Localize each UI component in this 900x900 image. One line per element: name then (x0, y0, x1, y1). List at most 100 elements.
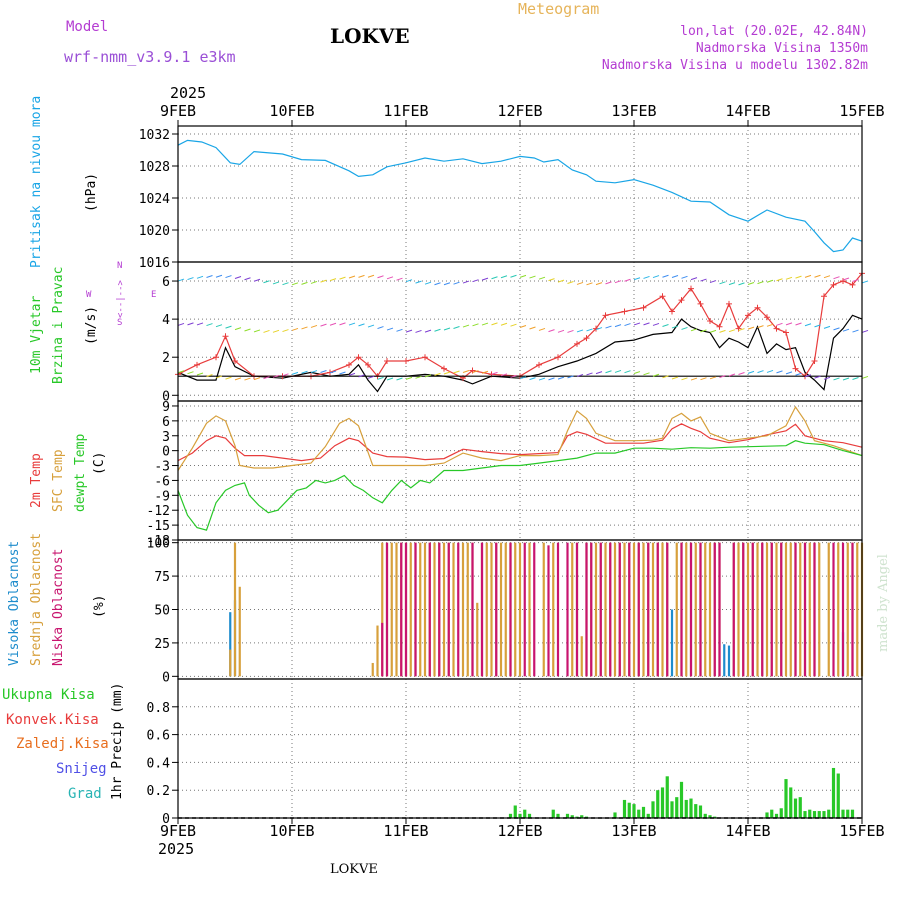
bar-srednja-oblacnost (452, 542, 455, 677)
wind-arrow (567, 329, 574, 333)
wind-arrow (320, 323, 327, 327)
wind-arrow (766, 323, 774, 327)
y-tick-label: 1024 (139, 192, 170, 207)
wind-arrow (785, 276, 793, 280)
bar-ukupna-kisa (708, 815, 712, 818)
bar-niska-oblacnost (590, 542, 593, 677)
wind-arrow (662, 274, 669, 278)
bar-ukupna-kisa (713, 816, 717, 818)
wind-arrow (196, 372, 204, 376)
wind-arrow (633, 371, 641, 375)
gust-marker (602, 312, 609, 319)
bar-ukupna-kisa (817, 811, 821, 818)
x-tick-label-top: 9FEB (160, 102, 196, 120)
bar-niska-oblacnost (713, 542, 716, 677)
bar-niska-oblacnost (457, 542, 460, 677)
wind-arrow (206, 373, 213, 377)
gust-marker (346, 361, 352, 368)
y-tick-label: 0 (162, 670, 170, 685)
y-tick-label: 1016 (139, 256, 170, 271)
wind-arrow (681, 377, 688, 381)
wind-arrow (652, 373, 660, 377)
wind-arrow (396, 328, 403, 332)
bar-ukupna-kisa (846, 809, 850, 818)
wind-arrow (557, 376, 565, 380)
bar-srednja-oblacnost (419, 542, 422, 677)
wind-arrow (643, 372, 650, 376)
wind-arrow (576, 281, 584, 285)
wind-arrow (234, 377, 242, 381)
wind-arrow (301, 326, 308, 330)
wind-arrow (320, 279, 327, 283)
y-tick-label: 0 (162, 445, 170, 460)
wind-arrow (491, 371, 498, 375)
bar-ukupna-kisa (831, 767, 836, 818)
wind-arrow (804, 323, 812, 327)
gust-marker (678, 297, 685, 304)
series-pritisak-na-nivou-mora (177, 139, 863, 253)
wind-arrow (424, 329, 432, 333)
wind-arrow (348, 322, 356, 326)
wind-arrow (776, 370, 783, 374)
bar-srednja-oblacnost (799, 542, 802, 677)
y-tick-label: 6 (162, 415, 170, 430)
wind-arrow (842, 277, 850, 281)
bar-srednja-oblacnost (552, 542, 555, 677)
wind-arrow (244, 377, 251, 381)
bar-ukupna-kisa (679, 781, 684, 818)
gust-marker (783, 329, 789, 336)
bar-srednja-oblacnost (371, 662, 374, 677)
y-tick-label: 0 (162, 812, 170, 827)
wind-arrow (348, 275, 356, 279)
bar-ukupna-kisa (774, 813, 779, 818)
wind-arrow (405, 376, 413, 380)
wind-arrow (738, 282, 745, 286)
y-tick-label: 6 (162, 275, 170, 290)
bar-niska-oblacnost (495, 542, 498, 677)
wind-arrow (329, 322, 337, 326)
bar-srednja-oblacnost (604, 542, 607, 677)
bar-ukupna-kisa (770, 809, 774, 818)
bar-srednja-oblacnost (476, 602, 479, 677)
bar-niska-oblacnost (618, 542, 621, 677)
bar-ukupna-kisa (841, 809, 845, 818)
wind-arrow (453, 281, 460, 285)
series-sfc-temp (177, 405, 863, 471)
y-tick-label: 9 (162, 400, 170, 415)
wind-arrow (842, 328, 850, 332)
y-tick-label: 0.6 (147, 729, 170, 744)
wind-arrow (434, 282, 441, 286)
bar-srednja-oblacnost (846, 542, 849, 677)
wind-arrow (291, 282, 299, 286)
bar-srednja-oblacnost (737, 542, 740, 677)
wind-arrow (728, 282, 736, 286)
wind-arrow (795, 275, 802, 279)
bar-srednja-oblacnost (466, 542, 469, 677)
year-label-top: 2025 (170, 84, 207, 102)
bar-ukupna-kisa (784, 779, 788, 818)
bar-srednja-oblacnost (632, 542, 636, 677)
wind-arrow (747, 282, 755, 285)
bar-ukupna-kisa (518, 813, 522, 818)
wind-arrow (415, 375, 422, 379)
bar-srednja-oblacnost (642, 542, 645, 677)
y-tick-label: -9 (154, 489, 170, 504)
wind-arrow (690, 328, 698, 332)
series-2m-temp (177, 423, 863, 462)
wind-arrow (823, 325, 831, 329)
wind-arrow (263, 329, 270, 333)
bar-ukupna-kisa (527, 813, 532, 818)
bar-ukupna-kisa (803, 811, 807, 818)
bar-niska-oblacnost (556, 542, 560, 677)
wind-arrow (766, 369, 774, 373)
wind-arrow (709, 280, 717, 284)
bar-srednja-oblacnost (623, 542, 626, 677)
x-tick-label-bottom: 15FEB (839, 822, 884, 840)
wind-arrow (491, 276, 498, 280)
y-tick-label: 100 (147, 537, 170, 552)
bar-niska-oblacnost (385, 542, 389, 677)
wind-legend-e: E (151, 290, 157, 300)
wind-arrow (310, 324, 318, 328)
wind-arrow (804, 274, 812, 278)
